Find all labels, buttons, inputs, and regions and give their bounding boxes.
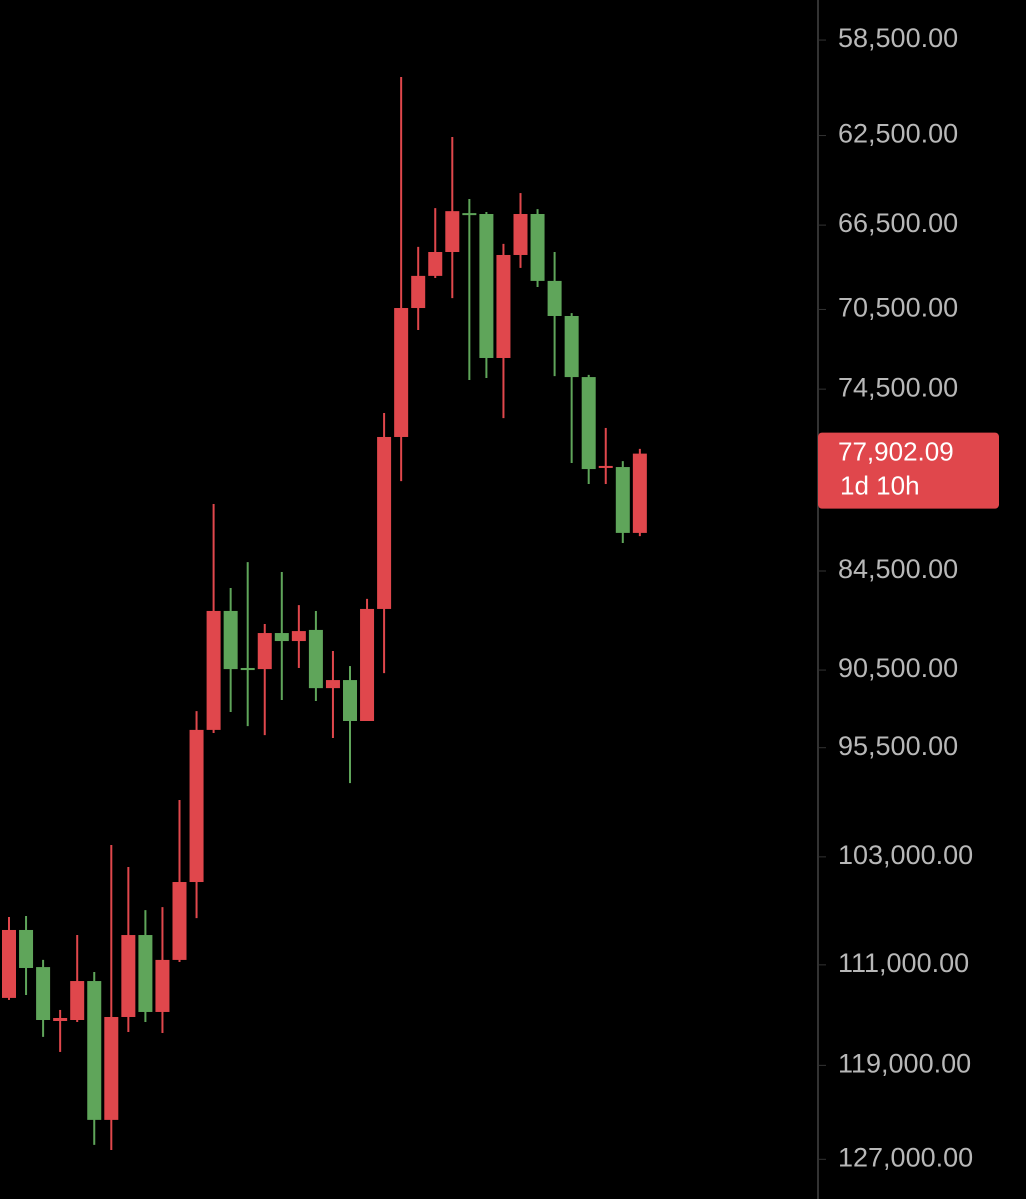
y-tick-label: 90,500.00 <box>838 653 958 683</box>
y-tick-label: 66,500.00 <box>838 208 958 238</box>
y-tick-label: 103,000.00 <box>838 840 973 870</box>
candle-body <box>70 981 85 1021</box>
candle-body <box>189 729 204 883</box>
candle-body <box>121 935 136 1017</box>
candle-body <box>462 213 477 216</box>
candle-body <box>87 981 102 1120</box>
candle-body <box>564 315 579 378</box>
candle-body <box>377 436 392 609</box>
candle-body <box>445 211 460 253</box>
last-price-label: 77,902.09 <box>838 436 954 466</box>
y-tick-label: 74,500.00 <box>838 372 958 402</box>
candle-body <box>496 254 511 358</box>
y-tick-label: 119,000.00 <box>838 1048 971 1078</box>
candle-body <box>19 929 34 968</box>
candle-body <box>2 929 16 998</box>
candle-body <box>530 213 545 281</box>
candle-body <box>547 280 562 316</box>
candle-body <box>411 275 426 309</box>
candle-body <box>240 667 255 671</box>
last-price-tag <box>818 432 999 509</box>
countdown-label: 1d 10h <box>840 470 920 500</box>
y-tick-label: 62,500.00 <box>838 119 958 149</box>
y-tick-label: 127,000.00 <box>838 1142 973 1172</box>
candle-body <box>291 631 306 642</box>
candle-body <box>53 1017 68 1022</box>
candle-body <box>274 633 289 642</box>
candle-body <box>325 680 340 689</box>
candle-body <box>479 213 494 358</box>
y-tick-label: 84,500.00 <box>838 554 958 584</box>
candle-body <box>394 308 409 437</box>
candle-body <box>155 959 170 1012</box>
y-tick-label: 111,000.00 <box>838 948 969 978</box>
candle-body <box>138 935 153 1012</box>
candle-body <box>632 453 647 533</box>
candle-body <box>360 608 375 721</box>
candle-body <box>206 610 221 730</box>
candle-body <box>172 882 187 960</box>
candle-body <box>257 633 272 670</box>
candle-body <box>223 610 238 670</box>
y-tick-label: 70,500.00 <box>838 293 958 323</box>
candle-body <box>343 680 357 721</box>
y-tick-label: 95,500.00 <box>838 731 958 761</box>
candle-body <box>36 967 51 1021</box>
candle-body <box>104 1016 119 1120</box>
candle-body <box>598 465 613 468</box>
candle-body <box>615 467 630 533</box>
candle-body <box>428 252 443 276</box>
candle-body <box>513 213 528 255</box>
y-tick-label: 58,500.00 <box>838 23 958 53</box>
candle-body <box>308 629 323 689</box>
candle-body <box>581 377 596 470</box>
